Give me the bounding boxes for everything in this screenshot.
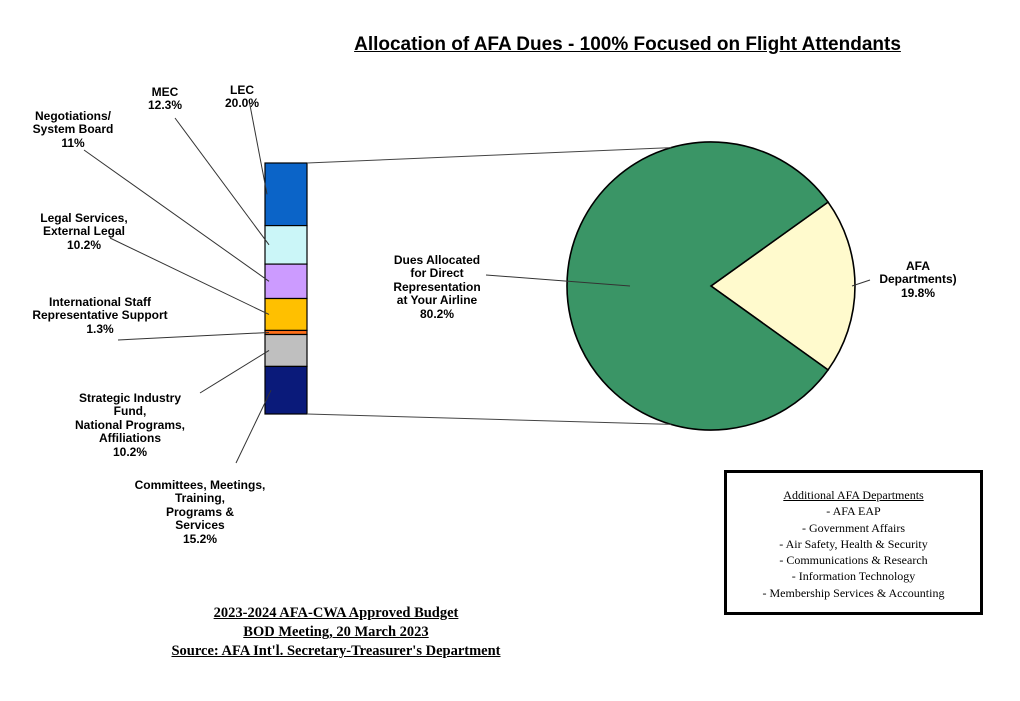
source-line-meeting: BOD Meeting, 20 March 2023 <box>243 624 429 640</box>
source-note: 2023-2024 AFA-CWA Approved Budget BOD Me… <box>120 604 552 661</box>
bar-label-leader <box>83 149 270 282</box>
source-line-budget: 2023-2024 AFA-CWA Approved Budget <box>213 605 459 621</box>
bar-segment <box>264 224 308 265</box>
department-item: - Communications & Research <box>779 553 928 568</box>
bar-label-leader <box>109 237 270 315</box>
department-item: - Membership Services & Accounting <box>762 585 945 600</box>
bar-label-leader <box>199 350 270 394</box>
bar-label-legal-services: Legal Services, External Legal 10.2% <box>40 210 128 252</box>
pie-slice <box>566 141 830 431</box>
bar-segment <box>264 333 308 368</box>
source-line-source: Source: AFA Int'l. Secretary-Treasurer's… <box>171 643 501 659</box>
bar-segment <box>264 162 308 227</box>
pie-label-leader <box>485 274 631 287</box>
connector-line-top <box>306 147 672 164</box>
pie-label-direct-representation: Dues Allocated for Direct Representation… <box>393 252 481 321</box>
bar-label-lec: LEC 20.0% <box>224 82 260 110</box>
bar-label-negotiations: Negotiations/ System Board 11% <box>32 108 114 150</box>
bar-segment <box>264 263 308 300</box>
bar-segment <box>264 329 308 336</box>
department-item: - Government Affairs <box>801 520 906 535</box>
pie-label-leader <box>851 279 871 287</box>
connector-line-bottom <box>306 413 672 425</box>
chart-title: Allocation of AFA Dues - 100% Focused on… <box>354 34 901 55</box>
bar-label-leader <box>174 117 270 246</box>
bar-segment <box>264 365 308 415</box>
departments-heading: Additional AFA Departments <box>783 488 924 502</box>
pie-slice <box>709 200 856 372</box>
bar-label-mec: MEC 12.3% <box>147 84 183 112</box>
pie-label-afa-departments: AFA Departments) 19.8% <box>879 258 957 300</box>
department-item: - Air Safety, Health & Security <box>779 536 928 551</box>
bar-label-strategic-industry: Strategic Industry Fund, National Progra… <box>74 390 186 459</box>
bar-label-international-staff: International Staff Representative Suppo… <box>32 294 168 336</box>
bar-label-leader <box>248 99 268 195</box>
additional-departments-box: Additional AFA Departments - AFA EAP - G… <box>724 470 983 615</box>
bar-label-leader <box>235 389 272 464</box>
bar-segment <box>264 297 308 332</box>
department-item: - Information Technology <box>791 569 916 584</box>
bar-label-leader <box>117 331 270 341</box>
bar-label-committees: Committees, Meetings, Training, Programs… <box>134 477 266 546</box>
department-item: - AFA EAP <box>826 504 881 519</box>
